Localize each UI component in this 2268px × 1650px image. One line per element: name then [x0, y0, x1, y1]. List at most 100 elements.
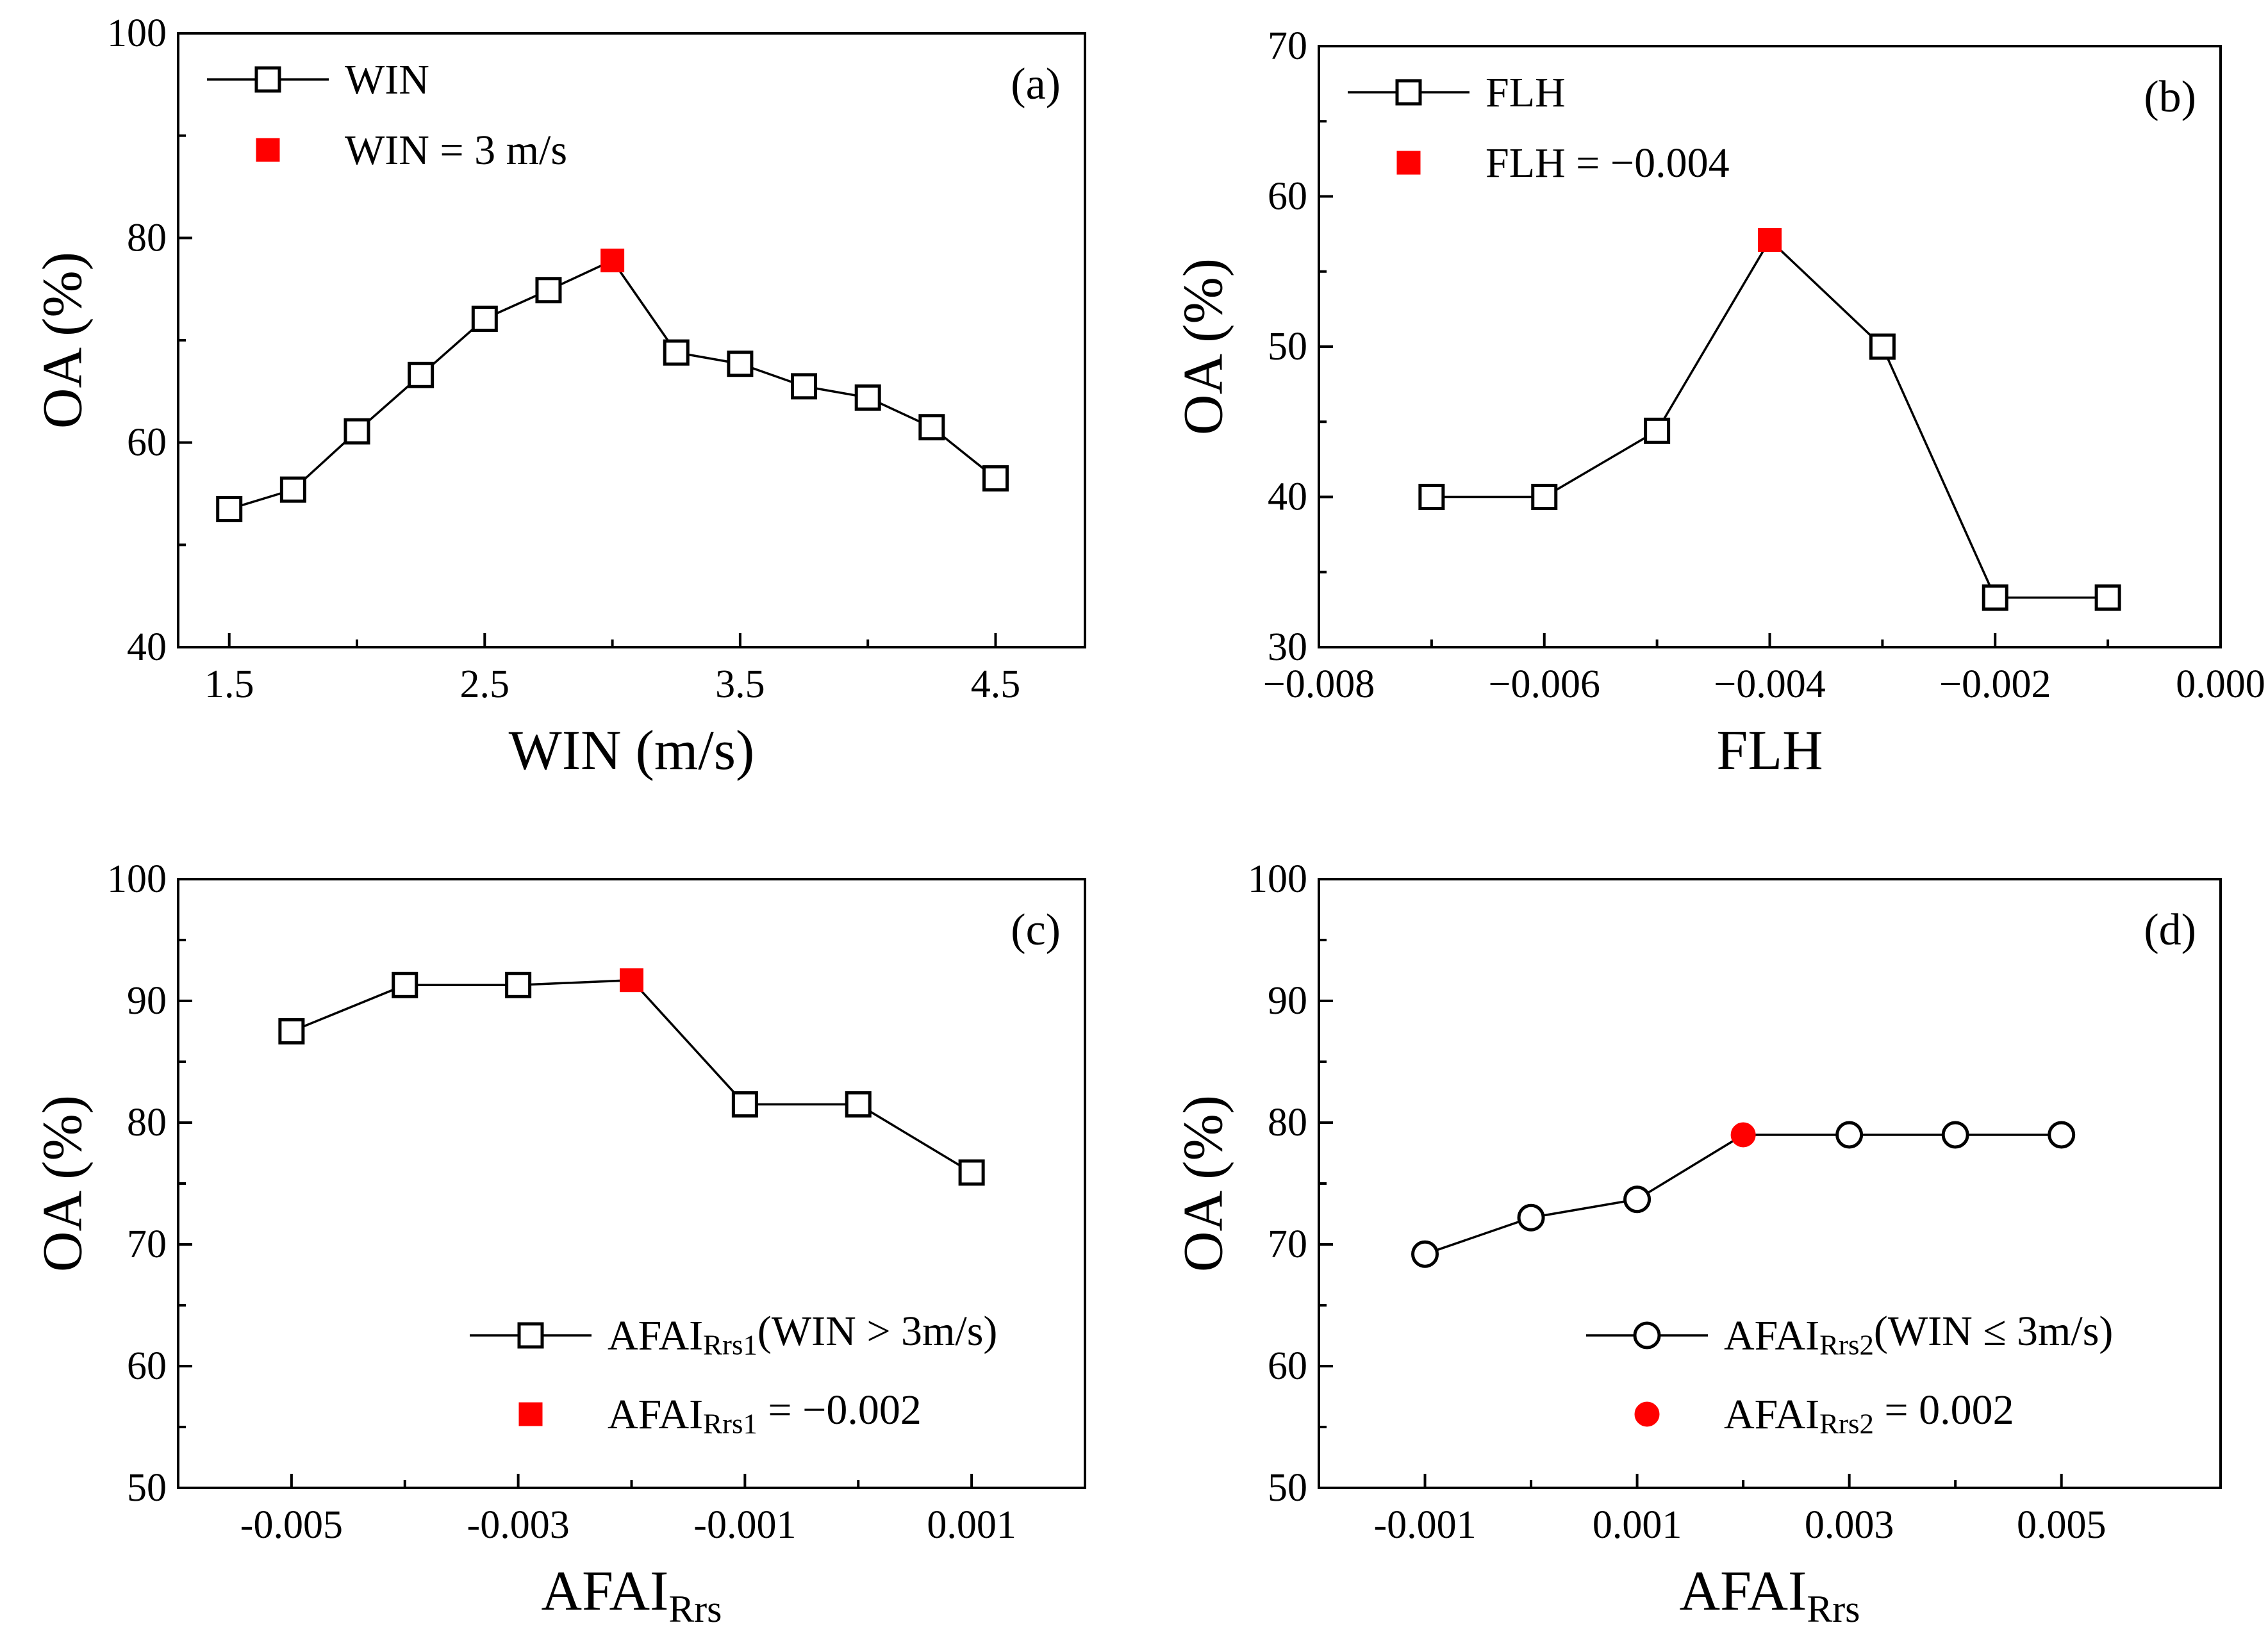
legend-series-name: FLH: [1486, 69, 1566, 116]
data-point: [1623, 1185, 1651, 1214]
x-tick-label: −0.002: [1939, 663, 2051, 706]
legend-highlight-swatch: [1634, 1401, 1660, 1427]
y-tick-label: 100: [1248, 857, 1307, 901]
legend-entry-highlight: WIN = 3 m/s: [345, 127, 567, 174]
y-tick-label: 90: [127, 979, 167, 1023]
y-tick-label: 40: [127, 625, 167, 669]
x-tick-label: 0.000: [2176, 663, 2265, 706]
data-point: [278, 1018, 305, 1044]
x-tick-label: -0.005: [240, 1503, 343, 1547]
data-point: [1517, 1203, 1545, 1232]
y-tick-label: 60: [1268, 175, 1307, 219]
legend-highlight-subscript: Rrs1: [703, 1407, 757, 1439]
data-point: [918, 414, 945, 441]
legend-highlight-name: WIN = 3 m/s: [345, 127, 567, 174]
data-point: [982, 465, 1009, 492]
legend-highlight-value: = −0.002: [757, 1387, 922, 1433]
data-point: [791, 373, 818, 400]
data-point: [2048, 1121, 2076, 1149]
legend: AFAIRrs2(WIN ≤ 3m/s) AFAIRrs2 = 0.002: [1586, 1308, 2113, 1439]
y-tick-label: 60: [127, 421, 167, 465]
data-point: [731, 1091, 758, 1118]
y-axis-title: OA (%): [1173, 258, 1235, 435]
y-tick-label: 80: [1268, 1101, 1307, 1144]
x-tick-label: -0.001: [693, 1503, 796, 1547]
highlighted-data-point: [600, 248, 625, 272]
x-axis-title-main: AFAI: [542, 1560, 669, 1622]
data-point: [344, 418, 370, 445]
data-point: [1411, 1240, 1439, 1268]
data-point: [958, 1159, 985, 1186]
x-axis-title-subscript: Rrs: [668, 1588, 722, 1630]
legend-marker-swatch: [1395, 79, 1422, 106]
x-tick-label: 0.001: [1593, 1503, 1682, 1547]
plot-frame: [1318, 45, 2222, 648]
legend-marker-swatch: [517, 1322, 544, 1349]
data-point: [471, 305, 498, 332]
panel-label: (b): [2144, 72, 2196, 122]
panel-label: (c): [1011, 905, 1061, 955]
y-tick-label: 60: [1268, 1344, 1307, 1388]
y-tick-label: 80: [127, 1101, 167, 1144]
y-tick-label: 70: [1268, 1223, 1307, 1266]
legend-entry-series: AFAIRrs1(WIN > 3m/s): [608, 1308, 997, 1361]
legend-series-subscript: Rrs1: [703, 1328, 757, 1360]
x-tick-label: 3.5: [715, 663, 765, 706]
x-tick-label: 0.003: [1805, 1503, 1894, 1547]
x-tick-label: −0.008: [1263, 663, 1375, 706]
x-tick-label: −0.004: [1714, 663, 1825, 706]
y-tick-label: 90: [1268, 979, 1307, 1023]
panel-label: (d): [2144, 905, 2196, 955]
data-point: [845, 1091, 872, 1118]
plot-frame: [177, 32, 1086, 648]
y-tick-label: 70: [127, 1223, 167, 1266]
data-point: [535, 277, 562, 304]
legend-highlight-subscript: Rrs2: [1819, 1407, 1874, 1439]
y-tick-label: 50: [127, 1466, 167, 1510]
x-tick-label: 2.5: [460, 663, 510, 706]
x-axis-title: FLH: [1716, 720, 1823, 782]
x-tick-label: 1.5: [204, 663, 254, 706]
legend-marker-swatch: [1633, 1321, 1661, 1349]
data-point: [1835, 1121, 1864, 1149]
y-tick-label: 30: [1268, 625, 1307, 669]
legend-series-condition: (WIN ≤ 3m/s): [1874, 1308, 2113, 1355]
chart-panel-b: 30 40 50 60 70 −0.008 −0.006 −0.004 −0.002 0.000 F…: [1173, 24, 2265, 782]
chart-panel-c: 50 60 70 80 90 100 -0.005 -0.003 -0.001 0.001 AFAI…: [32, 857, 1086, 1630]
legend-highlight-swatch: [256, 138, 280, 162]
legend-highlight-name: AFAI: [608, 1391, 703, 1438]
x-tick-label: 4.5: [971, 663, 1021, 706]
legend-series-name: WIN: [345, 56, 429, 103]
data-point: [1644, 417, 1671, 444]
x-axis-title-subscript: Rrs: [1807, 1588, 1860, 1630]
data-point: [392, 971, 418, 998]
legend-series-subscript: Rrs2: [1819, 1328, 1874, 1360]
x-axis-title: WIN (m/s): [509, 720, 755, 782]
data-point: [1941, 1121, 1969, 1149]
y-tick-label: 100: [107, 12, 167, 55]
series-line: [291, 978, 973, 1174]
data-point: [1869, 333, 1896, 360]
legend-entry-series: WIN: [345, 56, 429, 103]
x-tick-label: -0.003: [467, 1503, 570, 1547]
y-tick-label: 80: [127, 216, 167, 260]
legend-highlight-swatch: [1396, 151, 1421, 175]
y-axis-title: OA (%): [32, 252, 94, 429]
data-point: [1531, 484, 1558, 510]
y-axis-title: OA (%): [1173, 1095, 1235, 1272]
legend-highlight-swatch: [518, 1402, 543, 1426]
x-tick-label: −0.006: [1489, 663, 1600, 706]
highlighted-data-point: [1758, 228, 1782, 252]
y-tick-label: 70: [1268, 24, 1307, 68]
x-axis-title-main: FLH: [1716, 720, 1823, 782]
legend-marker-swatch: [254, 66, 281, 93]
data-point: [2094, 584, 2121, 611]
legend-highlight-name: AFAI: [1724, 1391, 1819, 1438]
legend-series-condition: (WIN > 3m/s): [757, 1308, 997, 1355]
legend-entry-series: AFAIRrs2(WIN ≤ 3m/s): [1724, 1308, 2113, 1361]
chart-panel-a: 40 60 80 100 1.5 2.5 3.5 4.5 WIN (m/s) OA (%) (a) W…: [32, 12, 1086, 782]
y-tick-label: 50: [1268, 1466, 1307, 1510]
y-tick-label: 40: [1268, 475, 1307, 519]
legend-highlight-value: = 0.002: [1874, 1387, 2014, 1433]
